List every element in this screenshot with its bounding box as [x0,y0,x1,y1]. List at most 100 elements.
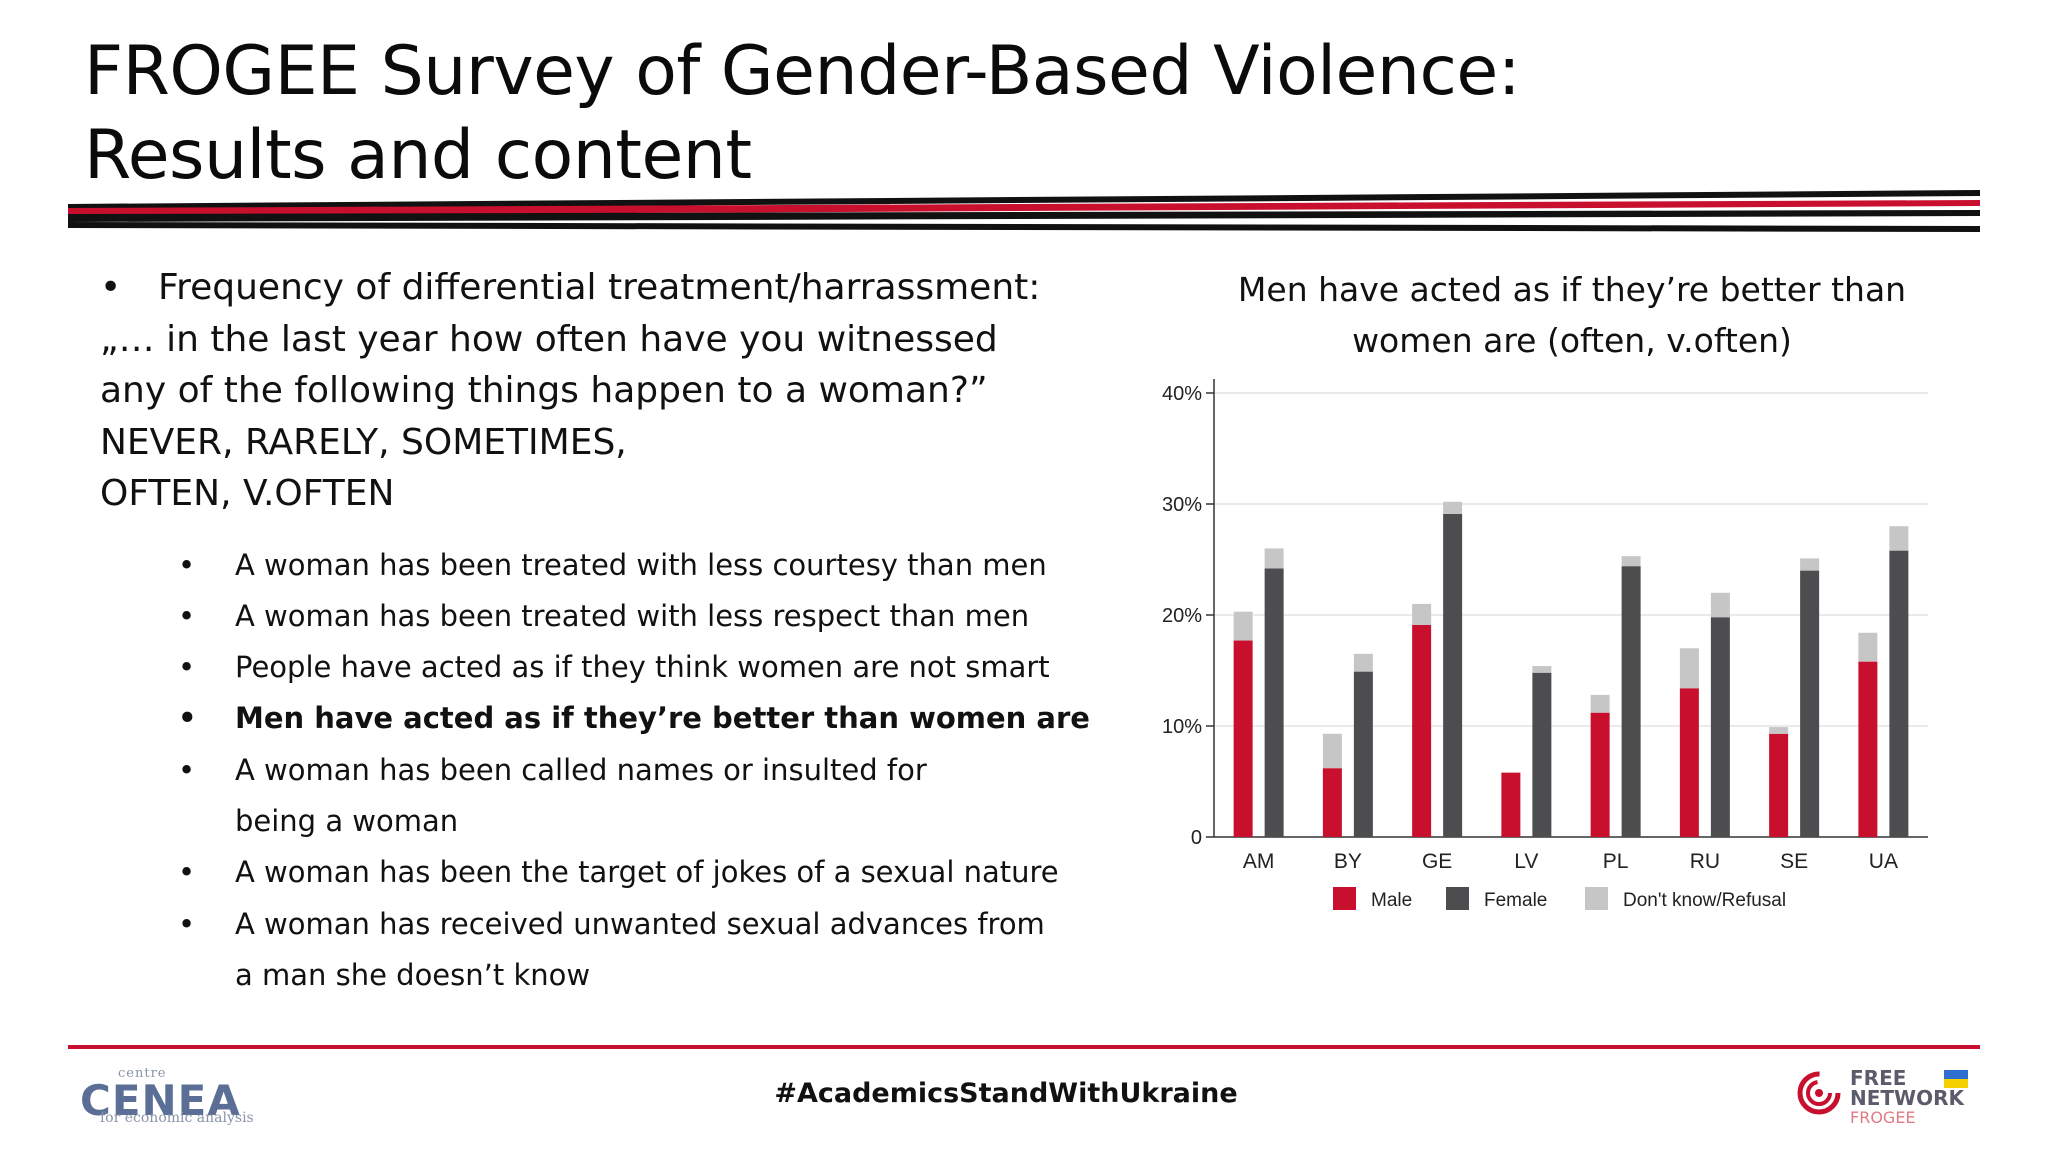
bar-male-dk-BY [1322,733,1342,769]
legend-swatch [1446,887,1469,910]
hashtag-footer: #AcademicsStandWithUkraine [774,1078,1238,1109]
item-bullet: • [178,598,196,633]
cenea-logo: centre CENEA for economic analysis [80,1066,260,1126]
legend-label: Female [1484,890,1547,911]
bar-male-SE [1769,733,1789,837]
bar-female-AM [1264,568,1284,837]
y-tick-label: 10% [1162,716,1202,738]
bar-female-BY [1353,671,1373,837]
bar-female-PL [1621,566,1641,837]
question-item-highlighted: • Men have acted as if they’re better tha… [100,693,1090,744]
bar-female-dk-LV [1532,666,1552,673]
question-item-text-cont: a man she doesn’t know [235,957,591,992]
free-network-line-3: FROGEE [1850,1108,1916,1127]
slide-title-line-1: FROGEE Survey of Gender-Based Violence: [84,32,1521,111]
question-item: • A woman has been the target of jokes of… [100,847,1060,898]
bar-female-UA [1889,550,1909,837]
question-item: • A woman has been called names or insult… [100,745,1060,848]
bar-female-LV [1532,672,1552,837]
y-tick-label: 0 [1191,827,1202,849]
question-item-text: People have acted as if they think women… [235,650,1050,685]
bar-male-dk-GE [1412,603,1432,625]
header-line-black-2 [68,210,1980,222]
footer-divider [68,1045,1980,1049]
bar-female-dk-BY [1353,653,1373,672]
bar-male-RU [1679,688,1699,837]
chart-title: Men have acted as if they’re better than… [1172,264,1972,366]
bar-male-dk-SE [1769,727,1789,734]
x-tick-label-AM: AM [1243,850,1275,873]
question-item: • A woman has been treated with less cour… [100,540,1060,591]
cenea-logo-top: centre [118,1066,167,1081]
item-bullet: • [178,701,197,736]
bar-female-dk-PL [1621,556,1641,567]
bar-male-GE [1412,624,1432,837]
question-item-text-cont: being a woman [235,803,459,838]
intro-bullet: • [100,267,122,308]
free-network-logo: FREE NETWORK FROGEE [1796,1066,1976,1130]
intro-text: • Frequency of differential treatment/har… [100,262,1060,520]
x-tick-label-LV: LV [1514,850,1538,873]
cenea-logo-main: CENEA [80,1076,241,1125]
item-bullet: • [178,906,196,941]
bar-male-PL [1590,712,1610,837]
chart-title-line-2: women are (often, v.often) [1352,321,1792,360]
left-column: • Frequency of differential treatment/har… [100,262,1090,1002]
bar-male-UA [1858,661,1878,837]
bar-male-LV [1501,772,1521,837]
bar-female-RU [1710,617,1730,837]
item-bullet: • [178,547,196,582]
question-items-list: • A woman has been treated with less cour… [100,540,1090,1002]
item-bullet: • [178,650,196,685]
intro-line-5: OFTEN, V.OFTEN [100,473,395,514]
bar-male-BY [1322,768,1342,837]
question-item-text: A woman has been treated with less respe… [235,598,1030,633]
legend-label: Don't know/Refusal [1623,890,1786,911]
x-tick-label-PL: PL [1603,850,1629,873]
y-tick-label: 20% [1162,605,1202,627]
x-tick-label-RU: RU [1690,850,1720,873]
free-network-line-2: NETWORK [1850,1086,1965,1110]
bar-female-SE [1800,570,1820,837]
header-line-black-3 [68,222,1980,232]
y-tick-label: 40% [1162,383,1202,405]
question-item: • A woman has received unwanted sexual ad… [100,899,1060,1002]
bar-male-AM [1233,640,1253,837]
free-network-swirl-icon [1797,1071,1841,1115]
free-network-logo-text: FREE NETWORK FROGEE [1850,1068,1964,1128]
bar-male-dk-RU [1679,648,1699,689]
x-tick-label-GE: GE [1422,850,1452,873]
question-item: • People have acted as if they think wome… [100,642,1060,693]
question-item-text: A woman has been treated with less court… [235,547,1047,582]
bar-male-dk-PL [1590,694,1610,713]
bar-female-dk-SE [1800,558,1820,571]
cenea-logo-bottom: for economic analysis [100,1110,254,1126]
bar-male-dk-UA [1858,632,1878,662]
question-item: • A woman has been treated with less resp… [100,591,1060,642]
chart-title-line-1: Men have acted as if they’re better than [1237,270,1907,309]
legend-swatch [1585,887,1608,910]
header-line-black-1 [68,190,1980,210]
bar-female-dk-RU [1710,592,1730,618]
header-line-red [68,200,1980,216]
question-item-text: A woman has received unwanted sexual adv… [235,906,1045,941]
intro-line-3: any of the following things happen to a … [100,370,988,411]
bar-male-dk-AM [1233,611,1253,641]
item-bullet: • [178,752,196,787]
y-tick-label: 30% [1162,494,1202,516]
bar-female-GE [1443,513,1463,837]
x-tick-label-SE: SE [1780,850,1808,873]
x-tick-label-UA: UA [1869,850,1898,873]
slide-title-line-2: Results and content [84,116,752,195]
free-network-line-1: FREE [1850,1066,1907,1090]
legend-label: Male [1371,890,1412,911]
intro-line-2: „… in the last year how often have you w… [100,318,998,360]
decorative-header-lines [68,190,1980,232]
question-item-text: Men have acted as if they’re better than… [235,701,1090,736]
bar-female-dk-AM [1264,548,1284,569]
intro-line-1-text: Frequency of differential treatment/harr… [158,267,1041,308]
intro-line-1: • Frequency of differential treatment/har… [100,262,1060,314]
stacked-bar-chart: 0 10% 20% 30% 40% AM BY GE LV PL RU SE UA Male Female D… [1162,379,1928,911]
slide-title: FROGEE Survey of Gender-Based Violence: … [84,30,1521,198]
x-tick-label-BY: BY [1334,850,1362,873]
